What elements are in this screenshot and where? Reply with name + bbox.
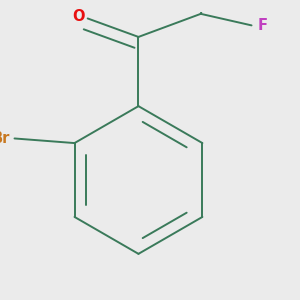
Text: O: O	[72, 9, 85, 24]
Text: Br: Br	[0, 131, 10, 146]
Text: F: F	[258, 18, 268, 33]
